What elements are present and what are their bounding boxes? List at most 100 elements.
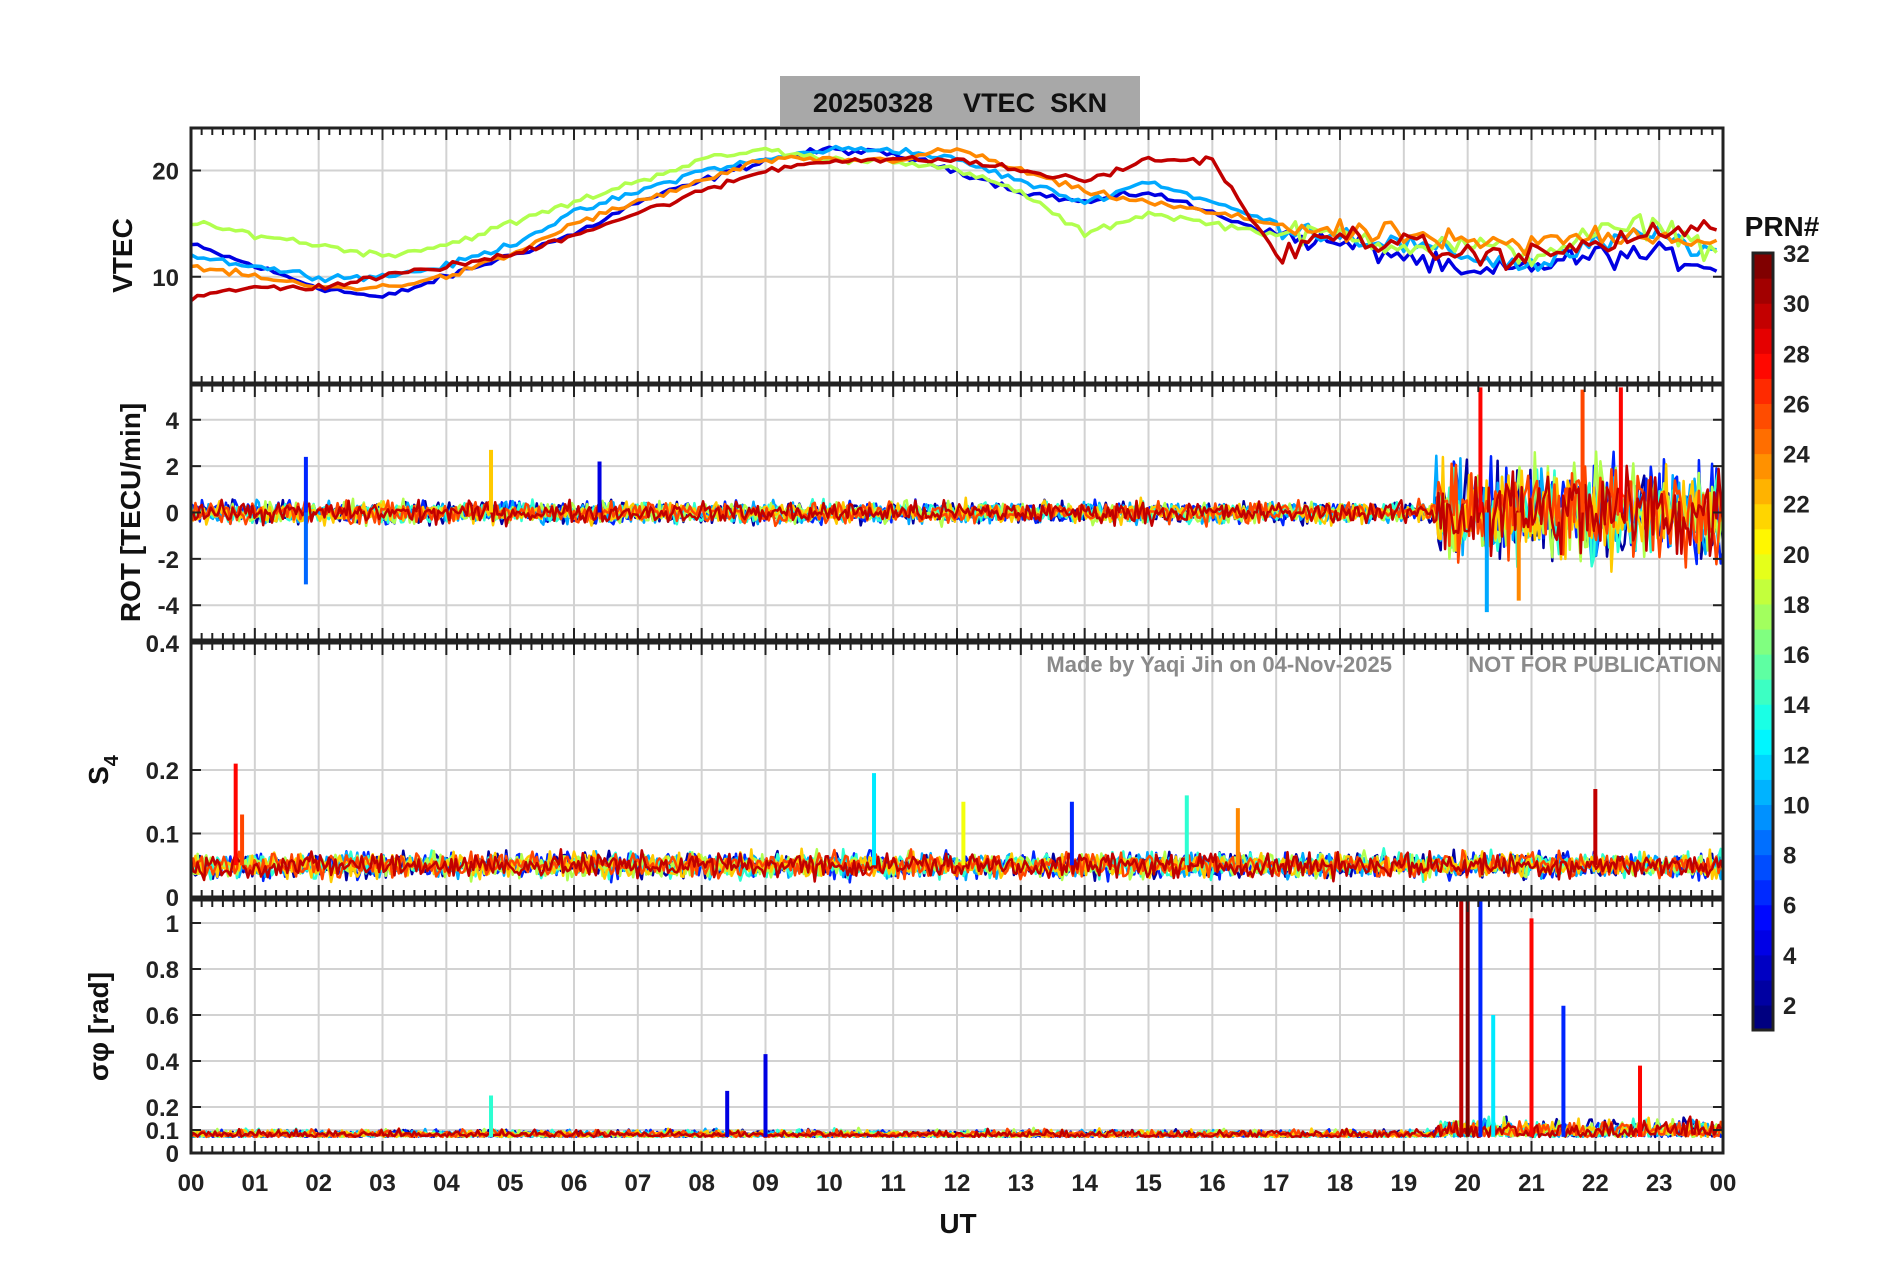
x-tick-label: 00 [1710,1170,1737,1197]
x-tick-label: 11 [880,1170,905,1197]
y-tick-label: 0.2 [146,1095,179,1122]
x-tick-label: 20 [1454,1170,1481,1197]
x-tick-label: 10 [816,1170,843,1197]
colorbar-segment [1753,603,1773,630]
x-tick-label: 03 [369,1170,396,1197]
colorbar-tick-label: 16 [1783,642,1810,669]
x-tick-label: 18 [1327,1170,1354,1197]
x-tick-label: 22 [1582,1170,1609,1197]
x-tick-label: 15 [1135,1170,1162,1197]
vtec-series-prn-10 [190,144,1717,284]
vtec-series-prn-24 [190,147,1718,292]
series-prn-30 [189,848,1725,883]
x-axis-label: UT [939,1208,976,1239]
colorbar-segment [1753,979,1773,1006]
colorbar-segment [1753,779,1773,806]
colorbar-segment [1753,453,1773,480]
colorbar-segment [1753,528,1773,555]
x-tick-label: 14 [1071,1170,1098,1197]
colorbar-segment [1753,428,1773,455]
vtec-series-prn-4 [190,145,1718,299]
colorbar-segment [1753,754,1773,780]
x-tick-label: 09 [752,1170,779,1197]
colorbar-tick-label: 20 [1783,542,1810,569]
colorbar-segment [1753,303,1773,329]
x-tick-label: 21 [1518,1170,1545,1197]
y-tick-label: 0.2 [146,758,179,785]
vtec-series-prn-30 [189,154,1718,303]
x-tick-label: 23 [1646,1170,1673,1197]
y-tick-label: 20 [152,159,179,186]
colorbar-segment [1753,353,1773,379]
data-lines [189,144,1718,303]
colorbar-tick-label: 14 [1783,692,1810,719]
x-tick-label: 05 [497,1170,524,1197]
y-tick-label: 0 [166,501,179,528]
colorbar-segment [1753,278,1773,304]
colorbar-segment [1753,704,1773,730]
title-box: 20250328 VTEC SKN [780,76,1140,126]
x-tick-label: 12 [944,1170,971,1197]
panel-3: 0 0.1 0.2 0.4 S4 [83,631,1725,912]
colorbar-segment [1753,578,1773,605]
y-tick-label: 0.6 [146,1003,179,1030]
colorbar-segment [1753,378,1773,404]
x-tick-label: 01 [241,1170,268,1197]
y-axis-label: ROT [TECU/min] [115,403,146,622]
colorbar-tick-label: 12 [1783,742,1810,769]
y-tick-label: 0 [166,885,179,912]
colorbar-tick-label: 10 [1783,792,1810,819]
colorbar-segment [1753,553,1773,580]
x-tick-label: 07 [624,1170,651,1197]
colorbar-tick-label: 8 [1783,843,1796,870]
data-lines [189,763,1725,884]
colorbar-tick-label: 28 [1783,341,1810,368]
y-tick-label: -4 [158,593,180,620]
y-tick-label: 0.8 [146,957,179,984]
panel-2: -4 -2 0 2 4 ROT [TECU/min] [115,383,1725,642]
colorbar-segment [1753,628,1773,655]
colorbar-segment [1753,879,1773,906]
x-tick-label: 13 [1007,1170,1034,1197]
watermark-author: Made by Yaqi Jin on 04-Nov-2025 [1046,652,1392,677]
colorbar-tick-label: 26 [1783,391,1810,418]
colorbar-segment [1753,854,1773,881]
series-prn-30 [190,464,1725,558]
colorbar-segment [1753,904,1773,931]
colorbar-segment [1753,679,1773,705]
x-tick-label: 02 [305,1170,332,1197]
colorbar-tick-label: 22 [1783,492,1810,519]
colorbar-segment [1753,253,1773,279]
x-tick-label: 16 [1199,1170,1226,1197]
x-tick-label: 17 [1263,1170,1290,1197]
y-axis-label: σφ [rad] [83,972,114,1081]
y-tick-label: 1 [166,911,179,938]
x-tick-label: 06 [561,1170,588,1197]
y-tick-label: 2 [166,454,179,481]
colorbar-segment [1753,1004,1773,1031]
x-tick-label: 00 [178,1170,205,1197]
colorbar-segment [1753,328,1773,354]
panel-1: 10 20 VTEC [107,126,1725,385]
x-tick-label: 19 [1390,1170,1417,1197]
colorbar-segment [1753,403,1773,430]
x-tick-label: 04 [433,1170,460,1197]
colorbar-segment [1753,729,1773,755]
y-tick-label: -2 [158,547,179,574]
data-lines [189,900,1725,1139]
colorbar-label: PRN# [1745,211,1820,242]
y-tick-label: 10 [152,265,179,292]
colorbar-tick-label: 32 [1783,241,1810,268]
colorbar-tick-label: 4 [1783,943,1797,970]
y-axis-label: S4 [83,754,123,785]
watermark-notice: NOT FOR PUBLICATION [1468,652,1722,677]
colorbar-frame [1751,251,1775,1032]
y-tick-label: 0.1 [146,1118,179,1145]
x-tick-label: 08 [688,1170,715,1197]
data-lines [189,387,1725,613]
colorbar-tick-label: 6 [1783,893,1796,920]
colorbar-segment [1753,503,1773,530]
